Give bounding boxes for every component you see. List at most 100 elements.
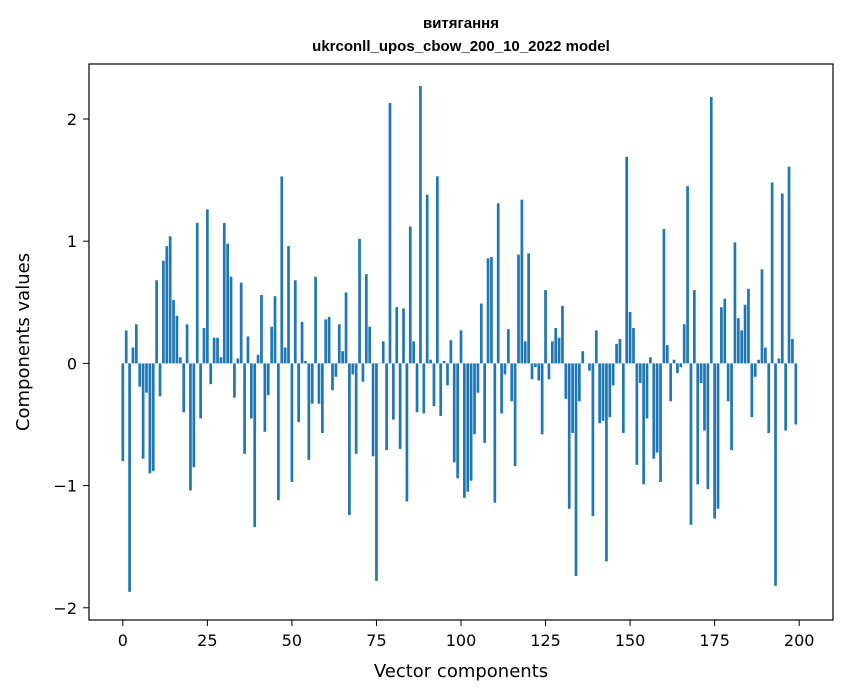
bar-180 — [730, 363, 733, 450]
bar-73 — [368, 327, 371, 364]
bar-162 — [669, 363, 672, 401]
bar-36 — [243, 363, 246, 453]
bar-78 — [385, 363, 388, 450]
bar-54 — [304, 361, 307, 363]
bar-99 — [456, 363, 459, 478]
bar-42 — [264, 363, 267, 431]
bar-184 — [744, 305, 747, 364]
bar-159 — [659, 363, 662, 482]
bar-84 — [406, 363, 409, 501]
x-tick-label: 175 — [699, 631, 730, 650]
bar-121 — [531, 363, 534, 379]
x-tick-label: 0 — [118, 631, 128, 650]
x-tick-label: 100 — [446, 631, 477, 650]
bar-194 — [778, 359, 781, 364]
bar-59 — [321, 363, 324, 433]
bar-23 — [199, 363, 202, 418]
bar-63 — [335, 363, 338, 376]
bar-142 — [602, 363, 605, 420]
bar-64 — [338, 324, 341, 363]
bar-0 — [121, 363, 124, 461]
bar-152 — [636, 363, 639, 464]
bar-100 — [460, 330, 463, 363]
bar-71 — [362, 363, 365, 381]
bar-185 — [747, 289, 750, 364]
bar-19 — [186, 324, 189, 363]
y-tick-label: 0 — [67, 354, 77, 373]
bar-145 — [612, 363, 615, 385]
bar-57 — [314, 277, 317, 364]
bar-21 — [192, 363, 195, 467]
bar-67 — [348, 363, 351, 515]
bar-85 — [409, 227, 412, 364]
bar-165 — [679, 363, 682, 367]
bar-156 — [649, 357, 652, 363]
bar-151 — [632, 328, 635, 363]
bar-74 — [372, 363, 375, 456]
bar-170 — [696, 363, 699, 484]
bar-149 — [625, 157, 628, 364]
bar-132 — [568, 363, 571, 508]
bar-25 — [206, 209, 209, 363]
bar-183 — [740, 330, 743, 363]
bar-116 — [514, 363, 517, 466]
bar-22 — [196, 223, 199, 364]
bar-17 — [179, 357, 182, 363]
bar-161 — [666, 345, 669, 363]
bar-97 — [450, 340, 453, 363]
bar-89 — [422, 363, 425, 413]
bar-65 — [341, 351, 344, 363]
bar-119 — [524, 341, 527, 363]
bar-136 — [581, 351, 584, 363]
x-tick-label: 200 — [784, 631, 815, 650]
bar-30 — [223, 223, 226, 364]
bar-11 — [159, 363, 162, 396]
bar-41 — [260, 295, 263, 363]
bar-198 — [791, 339, 794, 363]
bar-77 — [382, 341, 385, 363]
bar-195 — [781, 194, 784, 364]
bar-7 — [145, 363, 148, 392]
bar-120 — [527, 253, 530, 363]
bar-144 — [608, 363, 611, 417]
bar-37 — [247, 337, 250, 364]
bar-35 — [240, 283, 243, 364]
y-tick-label: 2 — [67, 110, 77, 129]
bar-49 — [287, 246, 290, 363]
bar-93 — [436, 176, 439, 363]
bar-164 — [676, 363, 679, 373]
bar-157 — [652, 363, 655, 458]
bar-38 — [250, 363, 253, 418]
bar-143 — [605, 363, 608, 561]
bar-109 — [490, 257, 493, 363]
bar-190 — [764, 348, 767, 364]
bar-15 — [172, 300, 175, 364]
bar-175 — [713, 363, 716, 518]
bar-179 — [727, 363, 730, 401]
bar-55 — [307, 363, 310, 460]
bar-28 — [216, 338, 219, 364]
bar-193 — [774, 363, 777, 585]
bar-124 — [541, 363, 544, 434]
bar-115 — [510, 363, 513, 401]
bar-187 — [754, 363, 757, 376]
bar-52 — [297, 363, 300, 422]
chart-title-line2: ukrconll_upos_cbow_200_10_2022 model — [312, 38, 610, 55]
bar-53 — [301, 322, 304, 364]
bar-127 — [551, 341, 554, 363]
bar-43 — [267, 363, 270, 395]
bar-154 — [642, 363, 645, 484]
bar-82 — [399, 363, 402, 449]
bar-131 — [564, 363, 567, 398]
bar-47 — [280, 176, 283, 363]
bar-1 — [125, 330, 128, 363]
bar-series — [121, 86, 797, 592]
bar-134 — [575, 363, 578, 576]
bar-176 — [717, 363, 720, 508]
bar-106 — [480, 304, 483, 364]
bar-158 — [656, 363, 659, 452]
y-axis-label: Components values — [13, 253, 34, 431]
bar-18 — [182, 363, 185, 412]
bar-96 — [446, 363, 449, 385]
